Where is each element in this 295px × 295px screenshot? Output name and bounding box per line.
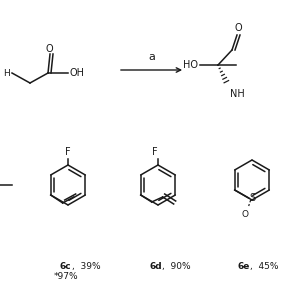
Text: ,  45%: , 45% [250,262,278,271]
Text: NH: NH [230,89,245,99]
Text: a: a [149,52,155,62]
Text: H: H [3,68,10,78]
Text: S: S [250,193,256,203]
Text: ,  90%: , 90% [162,262,191,271]
Text: F: F [65,147,71,157]
Text: ,  39%: , 39% [72,262,101,271]
Text: O: O [45,44,53,54]
Text: OH: OH [70,68,85,78]
Text: 6d: 6d [150,262,163,271]
Text: 6e: 6e [238,262,250,271]
Text: F: F [152,147,158,157]
Text: 6c: 6c [60,262,72,271]
Text: O: O [234,23,242,33]
Text: O: O [241,210,248,219]
Text: HO: HO [183,60,198,70]
Text: *97%: *97% [54,272,78,281]
